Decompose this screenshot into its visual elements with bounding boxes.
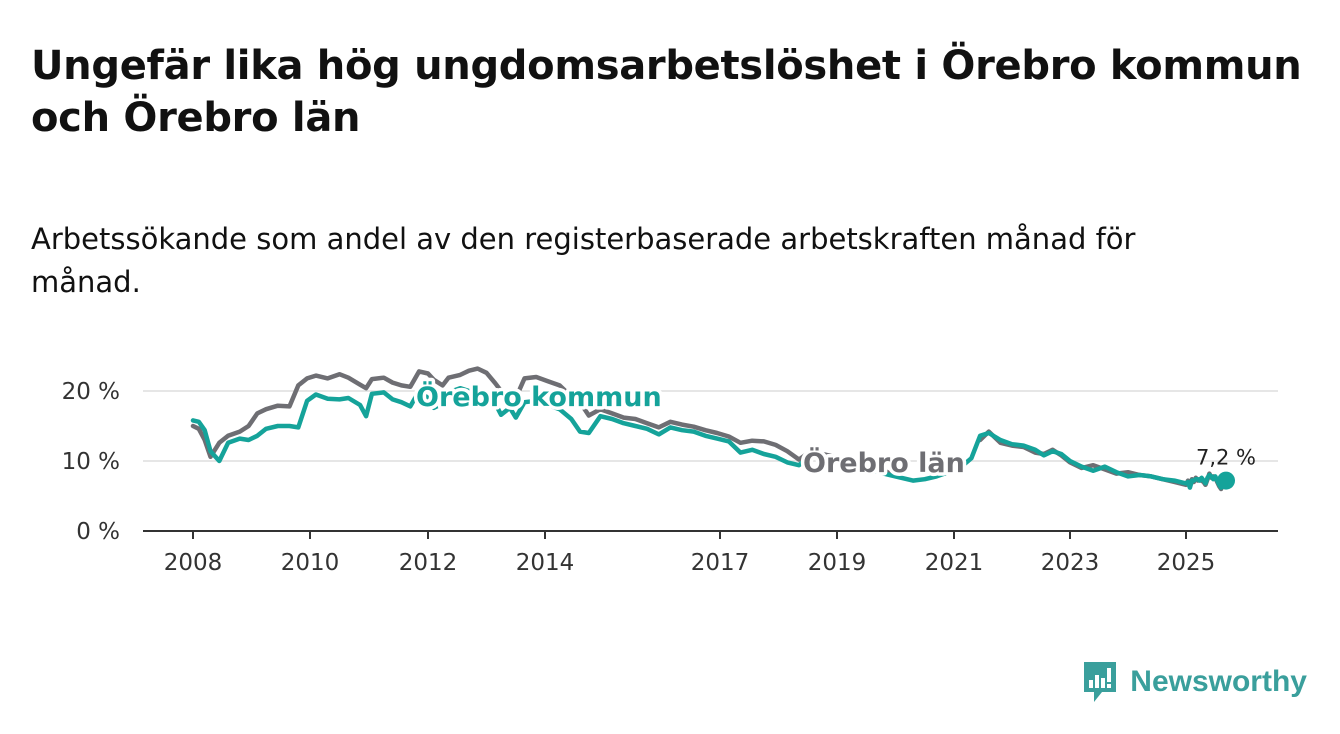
newsworthy-logo-icon (1084, 662, 1117, 702)
series-label-orebro-lan: Örebro län (803, 446, 965, 479)
chart-subtitle: Arbetssökande som andel av den registerb… (31, 222, 1136, 299)
series-lines (190, 366, 1235, 492)
x-tick-label: 2010 (281, 550, 340, 576)
y-tick-label: 20 % (62, 379, 120, 405)
x-tick-label: 2025 (1157, 550, 1216, 576)
brand[interactable]: Newsworthy (1082, 660, 1307, 704)
x-tick-label: 2019 (808, 550, 867, 576)
series-line-orebro-lan (190, 366, 892, 476)
x-tick-label: 2012 (399, 550, 458, 576)
chart-labels: 0 % 10 % 20 % 2008 2010 2012 2014 2017 2019 2021 2… (62, 377, 1256, 577)
chart-title: Ungefär lika hög ungdomsarbetslöshet i Ö… (31, 43, 1302, 141)
x-tick-label: 2008 (164, 550, 223, 576)
series-label-orebro-kommun: Örebro kommun (416, 380, 662, 413)
brand-name: Newsworthy (1130, 665, 1307, 698)
end-point-marker (1217, 471, 1235, 490)
y-tick-label: 0 % (76, 519, 120, 545)
x-tick-label: 2021 (925, 550, 984, 576)
x-tick-label: 2023 (1041, 550, 1100, 576)
end-value-label: 7,2 % (1196, 446, 1256, 470)
series-line-orebro-kommun (190, 385, 1229, 490)
y-tick-label: 10 % (62, 449, 120, 475)
grid-lines (143, 390, 1278, 539)
x-tick-label: 2014 (516, 550, 575, 576)
x-tick-label: 2017 (691, 550, 750, 576)
